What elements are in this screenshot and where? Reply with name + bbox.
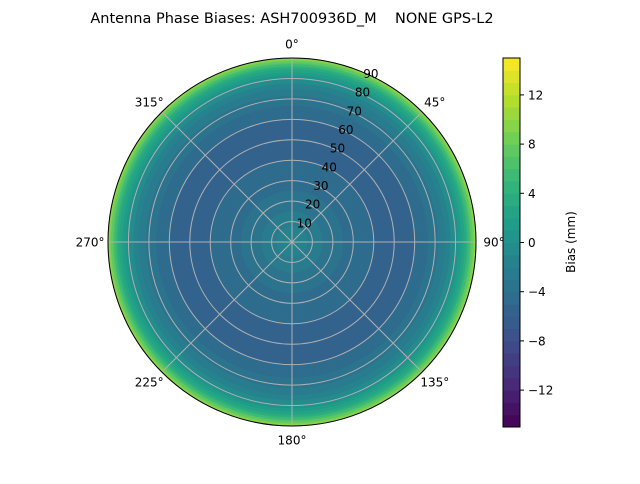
colorbar-level bbox=[503, 230, 520, 243]
r-tick-label: 10 bbox=[297, 216, 312, 230]
colorbar-level bbox=[503, 70, 520, 84]
colorbar-label: Bias (mm) bbox=[564, 211, 578, 273]
colorbar-level bbox=[503, 107, 520, 120]
r-tick-labels: 10 20 30 40 50 60 70 80 90 bbox=[297, 67, 379, 230]
colorbar-level bbox=[503, 242, 520, 256]
colorbar-level bbox=[503, 168, 520, 182]
colorbar-level bbox=[503, 205, 520, 219]
r-tick-label: 20 bbox=[305, 198, 320, 212]
colorbar-level bbox=[503, 402, 520, 416]
r-tick-label: 60 bbox=[338, 123, 353, 137]
r-tick-label: 50 bbox=[330, 142, 345, 156]
colorbar-level bbox=[503, 377, 520, 391]
theta-tick-label: 135° bbox=[420, 376, 449, 390]
colorbar-level bbox=[503, 119, 520, 133]
colorbar-level bbox=[503, 131, 520, 145]
colorbar-level bbox=[503, 365, 520, 379]
theta-tick-label: 225° bbox=[135, 376, 164, 390]
r-tick-label: 70 bbox=[347, 104, 362, 118]
r-tick-label: 90 bbox=[363, 67, 378, 81]
colorbar-level bbox=[503, 353, 520, 366]
colorbar-tick-label: 0 bbox=[528, 236, 536, 250]
r-tick-label: 80 bbox=[355, 86, 370, 100]
colorbar-level bbox=[503, 279, 520, 293]
colorbar-level bbox=[503, 304, 520, 317]
polar-grid bbox=[107, 57, 477, 427]
r-tick-label: 40 bbox=[322, 160, 337, 174]
colorbar-level bbox=[503, 181, 520, 194]
colorbar-tick-label: 8 bbox=[528, 138, 536, 152]
colorbar-level bbox=[503, 414, 520, 428]
colorbar-tick-label: −4 bbox=[528, 285, 546, 299]
chart-title: Antenna Phase Biases: ASH700936D_M NONE … bbox=[90, 11, 493, 27]
theta-gridline bbox=[161, 111, 293, 243]
colorbar-tick-label: −12 bbox=[528, 384, 553, 398]
theta-gridline bbox=[291, 111, 423, 243]
colorbar-level bbox=[503, 58, 520, 71]
theta-tick-label: 45° bbox=[424, 95, 445, 109]
theta-tick-labels: 0° 45° 90° 135° 180° 225° 270° 315° bbox=[76, 38, 505, 448]
colorbar-level bbox=[503, 156, 520, 170]
colorbar-tick-label: −8 bbox=[528, 334, 546, 348]
colorbar-level bbox=[503, 291, 520, 305]
colorbar-level bbox=[503, 217, 520, 231]
colorbar-level bbox=[503, 254, 520, 268]
r-tick-label: 30 bbox=[313, 179, 328, 193]
theta-tick-label: 270° bbox=[76, 236, 105, 250]
theta-tick-label: 0° bbox=[285, 38, 299, 52]
theta-gridline bbox=[291, 241, 423, 373]
theta-tick-label: 90° bbox=[483, 236, 504, 250]
colorbar-level bbox=[503, 328, 520, 342]
theta-tick-label: 315° bbox=[135, 95, 164, 109]
colorbar-level bbox=[503, 390, 520, 403]
colorbar-level bbox=[503, 82, 520, 96]
colorbar-tick-label: 4 bbox=[528, 187, 536, 201]
theta-gridline bbox=[161, 241, 293, 373]
colorbar-level bbox=[503, 340, 520, 354]
colorbar-level bbox=[503, 193, 520, 207]
colorbar-level bbox=[503, 267, 520, 280]
colorbar-level bbox=[503, 94, 520, 108]
colorbar: −12 −8 −4 0 4 8 12 bbox=[502, 57, 553, 428]
colorbar-level bbox=[503, 144, 520, 157]
colorbar-tick-label: 12 bbox=[528, 88, 543, 102]
theta-tick-label: 180° bbox=[278, 434, 307, 448]
polar-frame bbox=[107, 57, 477, 427]
colorbar-level bbox=[503, 316, 520, 330]
